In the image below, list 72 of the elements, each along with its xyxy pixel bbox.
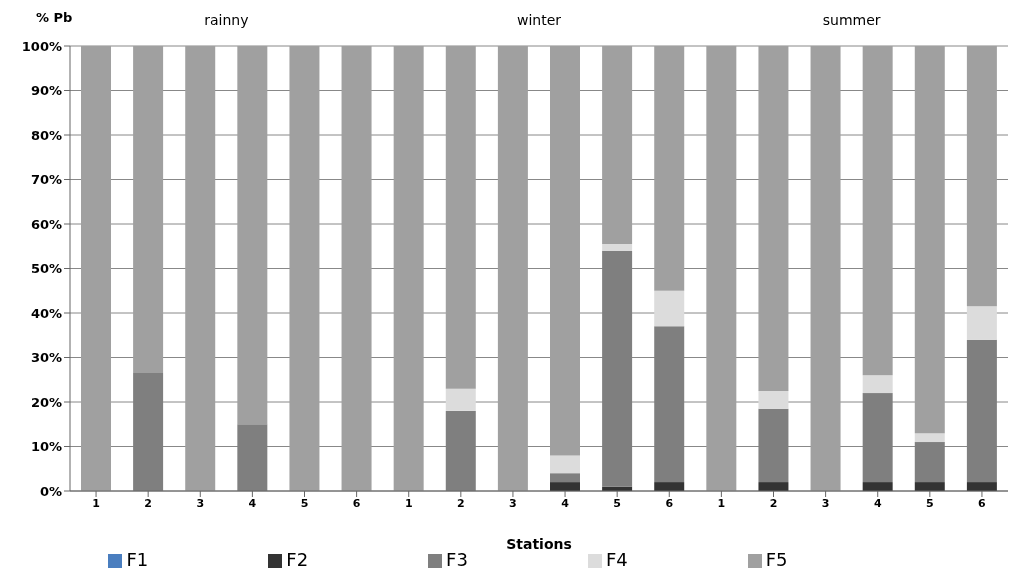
x-axis-title: Stations xyxy=(506,536,572,552)
bar xyxy=(758,390,789,409)
x-tick-label: 5 xyxy=(613,496,621,510)
bar xyxy=(550,473,580,483)
x-tick-label: 4 xyxy=(248,496,257,510)
bar xyxy=(966,46,997,307)
bar xyxy=(341,46,372,491)
x-tick-label: 4 xyxy=(561,496,570,510)
x-tick-label: 5 xyxy=(300,496,309,510)
bar xyxy=(602,244,633,251)
bar xyxy=(550,46,580,456)
x-tick-label: 4 xyxy=(873,496,882,510)
x-tick-label: 1 xyxy=(92,496,100,510)
x-tick-label: 2 xyxy=(457,496,465,510)
bar xyxy=(654,46,685,291)
bar xyxy=(862,46,893,376)
x-tick-label: 6 xyxy=(352,496,361,510)
bar xyxy=(81,46,111,491)
x-tick-label: 2 xyxy=(769,496,778,510)
y-tick-label: 20% xyxy=(30,394,62,410)
text: winter xyxy=(515,12,563,28)
y-tick-label: 80% xyxy=(30,127,62,143)
bar xyxy=(966,482,997,491)
bar xyxy=(497,46,528,491)
bar xyxy=(654,482,685,491)
y-tick-label: 40% xyxy=(30,305,62,321)
y-tick-label: 50% xyxy=(30,261,62,277)
bar xyxy=(914,433,945,443)
y-tick-label: 10% xyxy=(30,439,62,455)
x-tick-label: 2 xyxy=(144,496,152,510)
x-tick-label: 3 xyxy=(821,496,830,510)
bar xyxy=(237,46,268,425)
bar xyxy=(445,388,476,411)
bar xyxy=(550,482,580,491)
legend-label: F1 xyxy=(126,549,149,570)
bar xyxy=(758,482,789,491)
bar xyxy=(914,482,945,491)
y-tick-label: 90% xyxy=(30,83,62,99)
legend-label: F3 xyxy=(446,549,468,570)
bar xyxy=(862,482,893,491)
x-tick-label: 3 xyxy=(509,496,517,510)
y-tick-label: 70% xyxy=(30,172,62,188)
bar xyxy=(966,306,997,340)
x-tick-label: 5 xyxy=(926,496,934,510)
bar xyxy=(914,46,945,434)
text: summer xyxy=(821,12,882,28)
bar xyxy=(602,46,633,245)
bar xyxy=(862,375,893,394)
y-tick-label: 30% xyxy=(30,350,62,366)
bar xyxy=(810,46,841,491)
y-axis-title: % Pb xyxy=(36,10,73,25)
x-tick-label: 6 xyxy=(978,496,987,510)
x-tick-label: 6 xyxy=(665,496,674,510)
x-tick-label: 1 xyxy=(717,496,726,510)
bar xyxy=(445,46,476,389)
bar xyxy=(706,46,737,491)
legend-label: F4 xyxy=(605,549,628,570)
y-tick-label: 60% xyxy=(30,216,62,232)
text: rainny xyxy=(203,12,250,28)
legend-label: F2 xyxy=(286,549,309,570)
y-tick-label: 0% xyxy=(39,483,62,499)
legend-label: F5 xyxy=(765,549,788,570)
x-tick-label: 1 xyxy=(404,496,413,510)
y-tick-label: 100% xyxy=(21,38,62,54)
bar xyxy=(289,46,320,491)
x-tick-label: 3 xyxy=(196,496,205,510)
bar xyxy=(393,46,424,491)
bar xyxy=(550,455,580,474)
bar xyxy=(654,290,685,327)
bar xyxy=(133,46,164,374)
bar xyxy=(185,46,216,491)
bar xyxy=(758,46,789,391)
